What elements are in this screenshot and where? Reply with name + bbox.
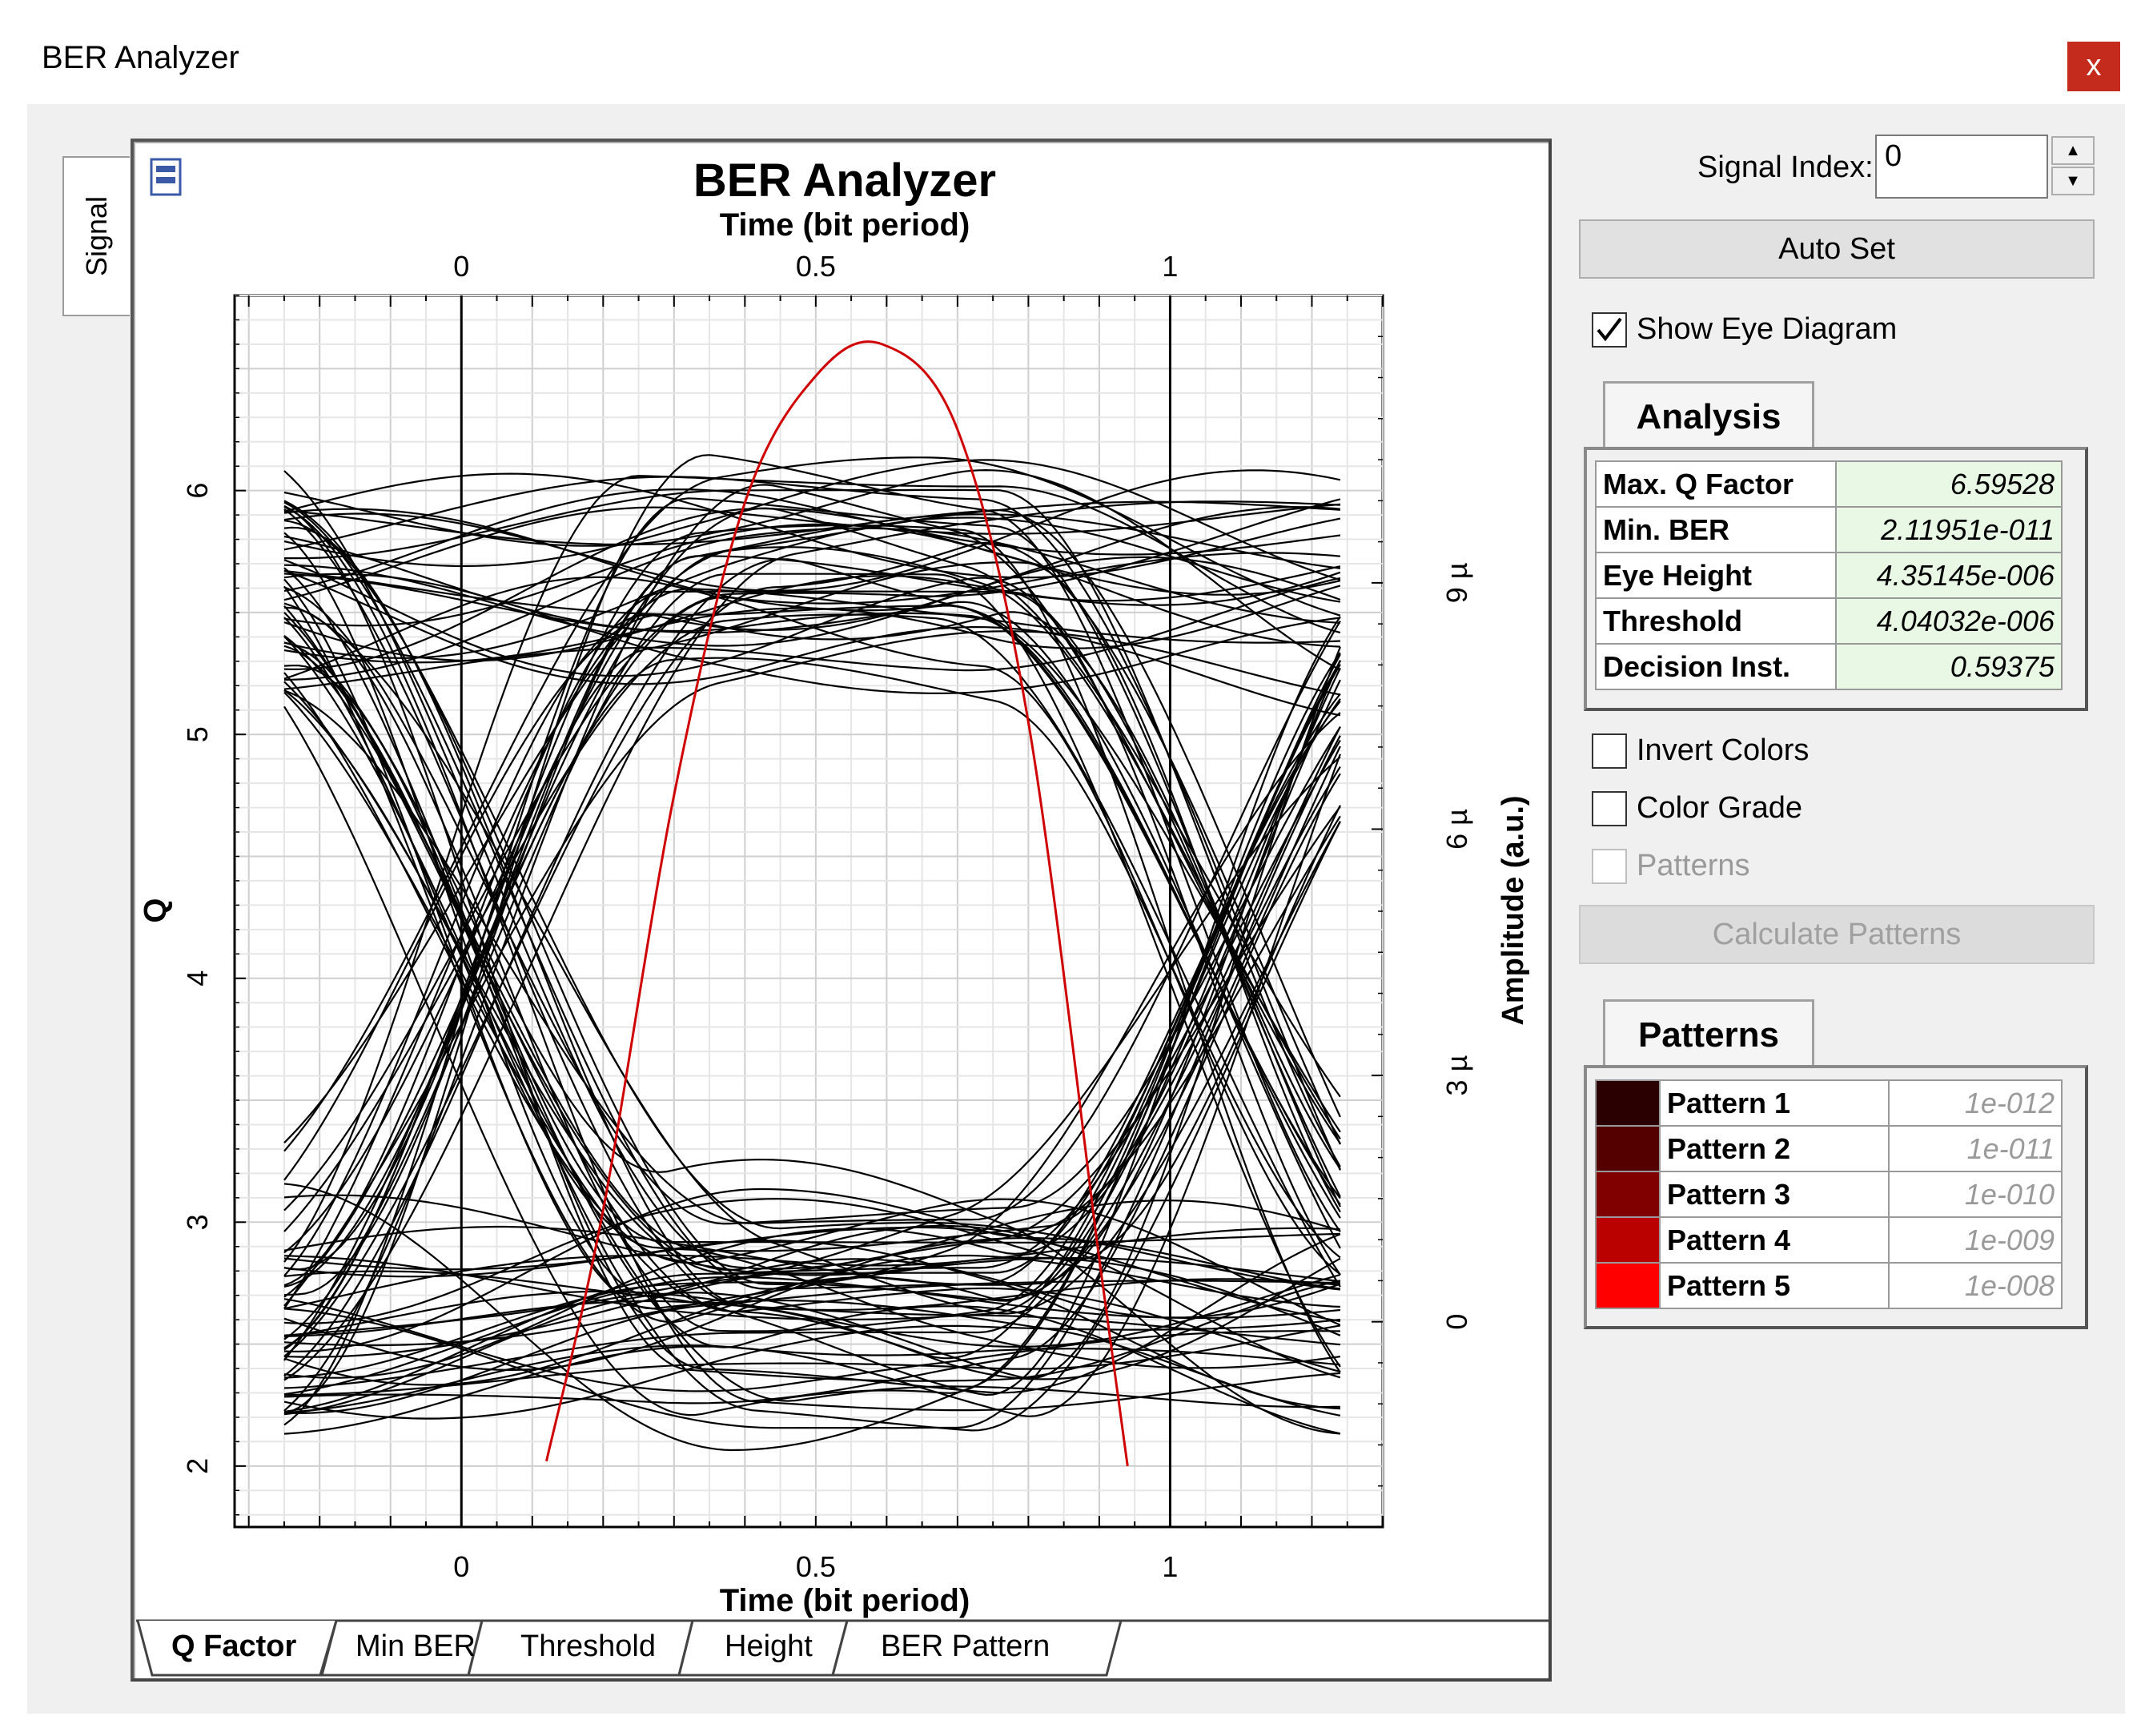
signal-index-input[interactable]: 0	[1875, 135, 2048, 199]
close-button[interactable]: x	[2067, 42, 2120, 91]
signal-index-stepper: ▲ ▼	[2051, 136, 2095, 197]
pattern-color-swatch[interactable]	[1595, 1125, 1661, 1172]
show-eye-diagram-checkbox[interactable]	[1592, 312, 1627, 348]
tab-min-ber[interactable]: Min BER	[355, 1630, 476, 1663]
pattern-value: 1e-008	[1887, 1262, 2063, 1309]
tab-ber-pattern[interactable]: BER Pattern	[881, 1630, 1050, 1663]
patterns-checkbox-label: Patterns	[1637, 849, 1750, 882]
analysis-label: Max. Q Factor	[1594, 460, 1838, 508]
tab-signal-label: Signal	[80, 195, 113, 277]
q-factor-curve	[545, 340, 1129, 1467]
pattern-label: Pattern 5	[1659, 1262, 1890, 1309]
calculate-patterns-button[interactable]: Calculate Patterns	[1579, 905, 2095, 964]
analysis-row: Threshold 4.04032e-006	[1594, 597, 2063, 645]
y-tick-label-right: 3 µ	[1440, 1055, 1473, 1096]
pattern-label: Pattern 4	[1659, 1216, 1890, 1264]
plot-tabs-outline	[136, 1619, 1548, 1677]
pattern-color-swatch[interactable]	[1595, 1079, 1661, 1127]
checkmark-icon	[1597, 317, 1622, 342]
tab-analysis[interactable]: Analysis	[1603, 381, 1814, 450]
plot-axes	[235, 295, 1384, 1527]
tab-q-factor[interactable]: Q Factor	[171, 1630, 297, 1663]
pattern-label: Pattern 3	[1659, 1171, 1890, 1218]
x-tick-label-bottom: 0.5	[796, 1550, 836, 1583]
pattern-value: 1e-009	[1887, 1216, 2063, 1264]
x-tick-label-top: 1	[1162, 250, 1178, 283]
auto-set-button[interactable]: Auto Set	[1579, 219, 2095, 279]
x-tick-label-bottom: 1	[1162, 1550, 1178, 1583]
eye-diagram-plot[interactable]: BER Analyzer Time (bit period) Time (bit…	[134, 142, 1548, 1619]
analysis-table: Max. Q Factor 6.59528 Min. BER 2.11951e-011…	[1594, 460, 2063, 690]
pattern-color-swatch[interactable]	[1595, 1171, 1661, 1218]
analysis-row: Decision Inst. 0.59375	[1594, 643, 2063, 690]
plot-labels: BER Analyzer Time (bit period) Time (bit…	[138, 155, 1530, 1618]
tab-threshold[interactable]: Threshold	[520, 1630, 656, 1663]
q-factor-line	[545, 340, 1129, 1467]
signal-index-label: Signal Index:	[1697, 151, 1874, 184]
analysis-value: 6.59528	[1835, 460, 2063, 508]
pattern-color-swatch[interactable]	[1595, 1216, 1661, 1264]
pattern-label: Pattern 2	[1659, 1125, 1890, 1172]
plot-tabs: Q Factor Min BER Threshold Height BER Pa…	[136, 1619, 1548, 1678]
pattern-row: Pattern 4 1e-009	[1595, 1216, 2063, 1264]
y-tick-label-left: 6	[181, 483, 214, 499]
tab-patterns[interactable]: Patterns	[1603, 999, 1814, 1068]
pattern-value: 1e-012	[1887, 1079, 2063, 1127]
y-tick-label-right: 9 µ	[1440, 562, 1473, 603]
pattern-row: Pattern 5 1e-008	[1595, 1262, 2063, 1309]
y-tick-label-right: 6 µ	[1440, 809, 1473, 850]
pattern-row: Pattern 1 1e-012	[1595, 1079, 2063, 1127]
x-tick-label-top: 0	[453, 250, 469, 283]
spin-up-icon[interactable]: ▲	[2051, 136, 2095, 165]
analysis-label: Eye Height	[1594, 552, 1838, 599]
analysis-label: Threshold	[1594, 597, 1838, 645]
pattern-color-swatch[interactable]	[1595, 1262, 1661, 1309]
analysis-value: 4.04032e-006	[1835, 597, 2063, 645]
analysis-row: Max. Q Factor 6.59528	[1594, 460, 2063, 508]
analysis-value: 0.59375	[1835, 643, 2063, 690]
x-axis-label-bottom: Time (bit period)	[720, 1583, 970, 1618]
pattern-row: Pattern 3 1e-010	[1595, 1171, 2063, 1218]
x-tick-label-bottom: 0	[453, 1550, 469, 1583]
pattern-row: Pattern 2 1e-011	[1595, 1125, 2063, 1172]
analysis-label: Decision Inst.	[1594, 643, 1838, 690]
invert-colors-label: Invert Colors	[1637, 733, 1810, 767]
analysis-value: 4.35145e-006	[1835, 552, 2063, 599]
y-tick-label-left: 3	[181, 1214, 214, 1230]
pattern-label: Pattern 1	[1659, 1079, 1890, 1127]
window-title: BER Analyzer	[42, 40, 239, 75]
color-grade-checkbox[interactable]	[1592, 791, 1627, 826]
show-eye-diagram-label: Show Eye Diagram	[1637, 312, 1898, 346]
analysis-value: 2.11951e-011	[1835, 506, 2063, 553]
title-bar: BER Analyzer x	[0, 0, 2149, 104]
y-tick-label-left: 4	[181, 970, 214, 987]
y-tick-label-left: 5	[181, 726, 214, 742]
y-tick-label-left: 2	[181, 1458, 214, 1474]
invert-colors-checkbox[interactable]	[1592, 733, 1627, 769]
y-axis-label-left: Q	[138, 898, 173, 922]
analysis-label: Min. BER	[1594, 506, 1838, 553]
plot-title: BER Analyzer	[693, 155, 996, 207]
y-axis-label-right: Amplitude (a.u.)	[1496, 795, 1530, 1025]
pattern-value: 1e-011	[1887, 1125, 2063, 1172]
analysis-row: Min. BER 2.11951e-011	[1594, 506, 2063, 553]
plot-settings-icon[interactable]	[150, 158, 182, 196]
patterns-checkbox[interactable]	[1592, 849, 1627, 884]
x-axis-label-top: Time (bit period)	[720, 207, 970, 243]
pattern-value: 1e-010	[1887, 1171, 2063, 1218]
spin-down-icon[interactable]: ▼	[2051, 167, 2095, 195]
x-tick-label-top: 0.5	[796, 250, 836, 283]
y-tick-label-right: 0	[1440, 1314, 1473, 1330]
analysis-row: Eye Height 4.35145e-006	[1594, 552, 2063, 599]
tab-height[interactable]: Height	[725, 1630, 813, 1663]
color-grade-label: Color Grade	[1637, 791, 1802, 825]
tab-signal[interactable]: Signal	[62, 156, 130, 316]
